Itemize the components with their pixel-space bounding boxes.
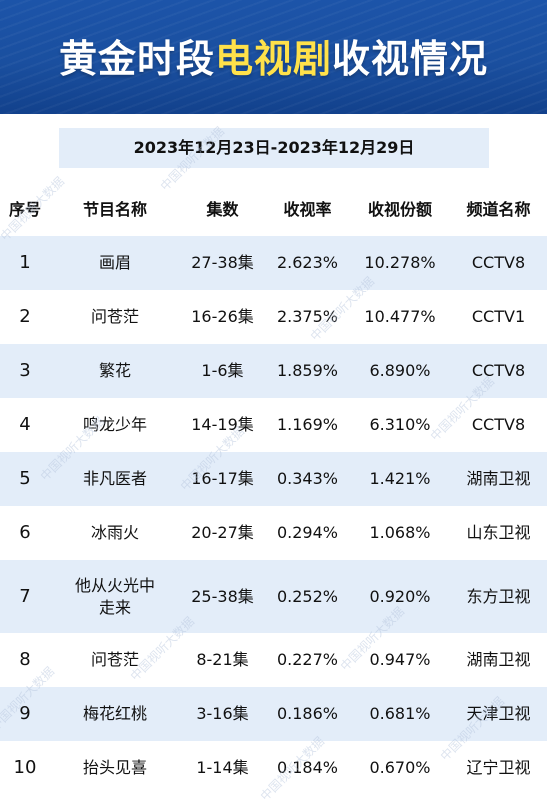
table-row: 4 鸣龙少年 14-19集 1.169% 6.310% CCTV8: [0, 398, 547, 452]
channel-cell: 东方卫视: [450, 560, 547, 633]
program-name-cell: 冰雨火: [90, 523, 139, 542]
episodes-cell: 16-26集: [191, 307, 254, 326]
table-row: 7 他从火光中 走来 25-38集 0.252% 0.920% 东方卫视: [0, 560, 547, 633]
column-header-rating: 收视率: [265, 180, 350, 236]
share-cell: 0.947%: [369, 650, 431, 669]
channel-cell: CCTV8: [471, 415, 526, 434]
channel-cell: 湖南卫视: [466, 650, 531, 669]
title-part-3: 收视情况: [332, 37, 489, 81]
title-part-1: 黄金时段: [58, 37, 215, 81]
column-header-name: 节目名称: [50, 180, 180, 236]
rating-cell: 0.227%: [276, 650, 338, 669]
date-range: 2023年12月23日-2023年12月29日: [59, 128, 489, 168]
page-title: 黄金时段电视剧收视情况: [0, 28, 547, 83]
channel-cell: 天津卫视: [450, 687, 547, 741]
rank-cell: 6: [19, 522, 31, 543]
rank-cell: 4: [19, 414, 31, 435]
share-cell: 6.890%: [350, 344, 450, 398]
program-name-cell: 鸣龙少年: [82, 415, 147, 434]
program-name-cell: 问苍茫: [90, 307, 139, 326]
share-cell: 0.681%: [350, 687, 450, 741]
episodes-cell: 27-38集: [180, 236, 265, 290]
episodes-cell: 1-6集: [180, 344, 265, 398]
program-name-cell: 繁花: [50, 344, 180, 398]
title-part-2: 电视剧: [214, 37, 332, 81]
table-header-row: 序号 节目名称 集数 收视率 收视份额 频道名称: [0, 180, 547, 236]
table-row: 2 问苍茫 16-26集 2.375% 10.477% CCTV1: [0, 290, 547, 344]
channel-cell: CCTV8: [450, 344, 547, 398]
rank-cell: 1: [0, 236, 50, 290]
rank-cell: 5: [0, 452, 50, 506]
program-name-cell: 抬头见喜: [82, 758, 147, 777]
share-cell: 10.278%: [350, 236, 450, 290]
table-row: 9 梅花红桃 3-16集 0.186% 0.681% 天津卫视: [0, 687, 547, 741]
channel-cell: 湖南卫视: [450, 452, 547, 506]
column-header-share: 收视份额: [350, 180, 450, 236]
share-cell: 0.920%: [350, 560, 450, 633]
episodes-cell: 3-16集: [180, 687, 265, 741]
share-cell: 1.421%: [350, 452, 450, 506]
program-name-cell: 非凡医者: [50, 452, 180, 506]
program-name-cell: 问苍茫: [90, 650, 139, 669]
episodes-cell: 8-21集: [196, 650, 249, 669]
rating-cell: 2.623%: [265, 236, 350, 290]
rating-cell: 0.186%: [265, 687, 350, 741]
table-row: 6 冰雨火 20-27集 0.294% 1.068% 山东卫视: [0, 506, 547, 560]
share-cell: 6.310%: [369, 415, 431, 434]
table-row: 8 问苍茫 8-21集 0.227% 0.947% 湖南卫视: [0, 633, 547, 687]
program-name-cell: 画眉: [50, 236, 180, 290]
rating-cell: 0.294%: [276, 523, 338, 542]
channel-cell: 辽宁卫视: [466, 758, 531, 777]
rank-cell: 2: [19, 306, 31, 327]
rank-cell: 10: [13, 757, 37, 778]
share-cell: 10.477%: [364, 307, 436, 326]
column-header-episodes: 集数: [180, 180, 265, 236]
rating-cell: 2.375%: [276, 307, 338, 326]
channel-cell: 山东卫视: [466, 523, 531, 542]
channel-cell: CCTV8: [450, 236, 547, 290]
rank-cell: 7: [0, 560, 50, 633]
rating-cell: 1.169%: [276, 415, 338, 434]
program-name-cell: 梅花红桃: [50, 687, 180, 741]
rank-cell: 9: [0, 687, 50, 741]
episodes-cell: 20-27集: [191, 523, 254, 542]
rating-cell: 0.184%: [276, 758, 338, 777]
column-header-rank: 序号: [0, 180, 50, 236]
episodes-cell: 1-14集: [196, 758, 249, 777]
episodes-cell: 14-19集: [191, 415, 254, 434]
rating-cell: 0.343%: [265, 452, 350, 506]
share-cell: 1.068%: [369, 523, 431, 542]
header-banner: 黄金时段电视剧收视情况: [0, 0, 547, 114]
episodes-cell: 16-17集: [180, 452, 265, 506]
column-header-channel: 频道名称: [450, 180, 547, 236]
episodes-cell: 25-38集: [180, 560, 265, 633]
table-row: 1 画眉 27-38集 2.623% 10.278% CCTV8: [0, 236, 547, 290]
rating-cell: 1.859%: [265, 344, 350, 398]
program-name-cell: 他从火光中 走来: [50, 560, 180, 633]
rank-cell: 3: [0, 344, 50, 398]
ratings-table: 序号 节目名称 集数 收视率 收视份额 频道名称 1 画眉 27-38集 2.6…: [0, 180, 547, 795]
table-row: 10 抬头见喜 1-14集 0.184% 0.670% 辽宁卫视: [0, 741, 547, 795]
rating-cell: 0.252%: [265, 560, 350, 633]
channel-cell: CCTV1: [471, 307, 526, 326]
rank-cell: 8: [19, 649, 31, 670]
program-name-line-2: 走来: [98, 597, 131, 617]
table-row: 5 非凡医者 16-17集 0.343% 1.421% 湖南卫视: [0, 452, 547, 506]
share-cell: 0.670%: [369, 758, 431, 777]
program-name-line-1: 他从火光中: [74, 575, 155, 595]
table-row: 3 繁花 1-6集 1.859% 6.890% CCTV8: [0, 344, 547, 398]
